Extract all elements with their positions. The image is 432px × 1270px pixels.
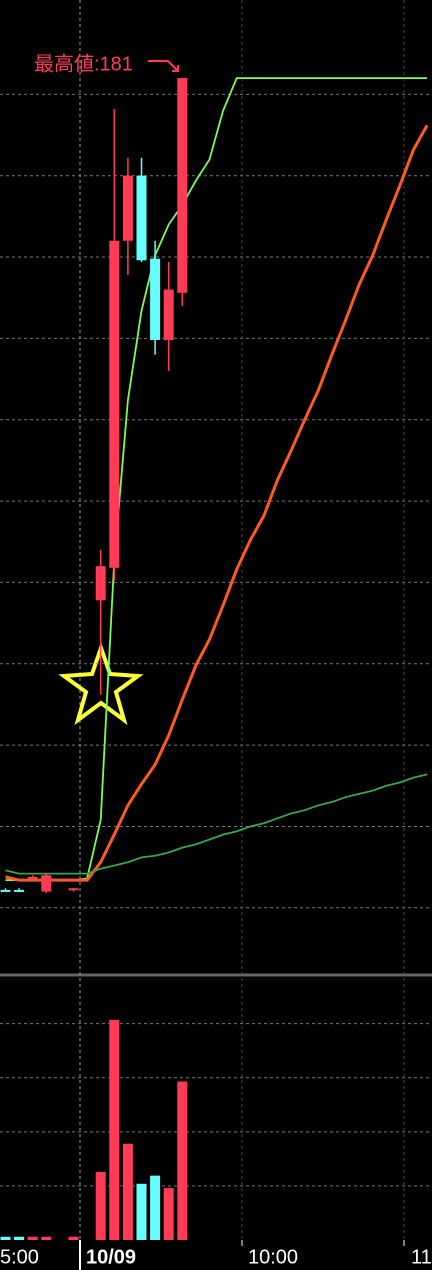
candle-body (136, 175, 147, 261)
volume-bar (27, 1236, 38, 1240)
volume-bar (150, 1175, 161, 1240)
volume-bar (0, 1236, 11, 1240)
candle-body (27, 876, 38, 879)
annotation-arrow-head (172, 65, 179, 72)
volume-bar (136, 1183, 147, 1240)
ma-line (5, 773, 428, 875)
x-tick-label: 11 (411, 1246, 432, 1268)
candle-body (163, 289, 174, 341)
candle-body (68, 888, 79, 891)
high-annotation: 最高値:181 (34, 52, 133, 75)
volume-bar (122, 1143, 133, 1240)
x-tick-label: 5:00 (0, 1246, 39, 1268)
volume-bar (177, 1081, 188, 1240)
volume-bar (95, 1171, 106, 1240)
candle-body (177, 78, 188, 293)
candle-body (95, 566, 106, 601)
candle-body (0, 889, 11, 892)
candle-body (41, 875, 52, 892)
candle-body (14, 889, 25, 892)
x-tick-label: 10:00 (248, 1246, 298, 1268)
candle-body (122, 175, 133, 241)
volume-bar (109, 1019, 120, 1240)
candle-body (150, 258, 161, 341)
volume-bar (163, 1188, 174, 1240)
star-marker (58, 641, 144, 726)
annotation-arrow (148, 60, 179, 72)
candle-body (109, 240, 120, 568)
ma-line (5, 124, 429, 882)
ma-line (5, 77, 428, 882)
x-tick-label: 10/09 (86, 1246, 136, 1268)
volume-bar (14, 1236, 25, 1240)
volume-bar (41, 1236, 52, 1240)
volume-bar (68, 1236, 79, 1240)
